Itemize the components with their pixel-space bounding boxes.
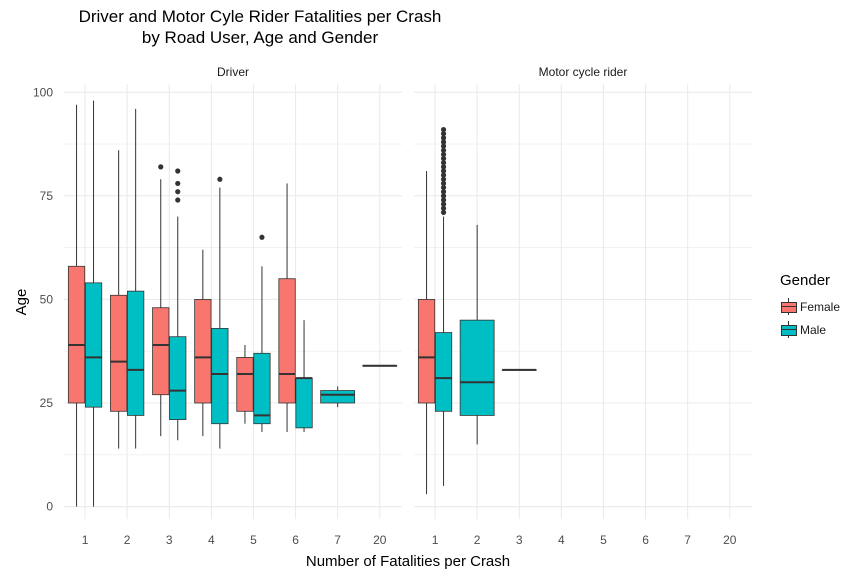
box-driver-5-male <box>253 352 271 425</box>
outlier-point-driver-3-male <box>175 180 181 187</box>
x-tick-label: 6 <box>292 533 299 547</box>
box-driver-1-male <box>84 282 103 408</box>
y-tick-label: 100 <box>33 85 53 99</box>
legend: Gender Female Male <box>780 272 840 341</box>
x-tick-label: 2 <box>124 533 131 547</box>
y-tick-label: 25 <box>40 396 54 410</box>
legend-label-female: Female <box>800 299 841 314</box>
box-motorcycle-2-male <box>459 319 495 416</box>
x-tick-label: 5 <box>600 533 607 547</box>
box-driver-5-female <box>236 357 254 412</box>
box-driver-2-female <box>110 294 128 412</box>
box-driver-2-male <box>127 290 145 416</box>
outlier-point-motorcycle-1-male <box>440 201 447 207</box>
legend-item-female: Female <box>780 295 840 318</box>
legend-key-female <box>780 298 797 315</box>
x-tick-label: 3 <box>166 533 173 547</box>
box-driver-7-male <box>320 390 356 404</box>
x-tick-label: 1 <box>82 533 89 547</box>
outlier-point-motorcycle-1-male <box>440 168 447 174</box>
outlier-point-motorcycle-1-male <box>440 209 447 216</box>
legend-item-male: Male <box>780 318 840 341</box>
outlier-point-motorcycle-1-male <box>440 180 447 187</box>
x-tick-label: 7 <box>684 533 691 547</box>
outlier-point-motorcycle-1-male <box>440 172 447 178</box>
box-driver-3-female <box>152 307 170 396</box>
outlier-point-motorcycle-1-male <box>440 176 447 182</box>
outlier-point-motorcycle-1-male <box>440 147 447 153</box>
outlier-point-motorcycle-1-male <box>440 193 447 199</box>
x-tick-label: 20 <box>373 533 387 547</box>
x-tick-label: 6 <box>642 533 649 547</box>
chart-title-line2: by Road User, Age and Gender <box>141 28 379 47</box>
y-tick-label: 0 <box>46 500 53 514</box>
y-tick-label: 50 <box>40 292 54 306</box>
chart-title-line1: Driver and Motor Cyle Rider Fatalities p… <box>78 7 442 26</box>
x-tick-label: 5 <box>250 533 257 547</box>
outlier-point-motorcycle-1-male <box>440 205 447 211</box>
legend-title: Gender <box>780 272 831 289</box>
outlier-point-motorcycle-1-male <box>440 139 447 145</box>
outlier-point-motorcycle-1-male <box>440 131 447 137</box>
facet-label: Driver <box>217 65 249 79</box>
x-tick-label: 1 <box>432 533 439 547</box>
y-tick-label: 75 <box>40 189 54 203</box>
legend-key-male <box>780 321 797 338</box>
outlier-point-motorcycle-1-male <box>440 126 447 133</box>
x-tick-label: 4 <box>558 533 565 547</box>
box-driver-6-male <box>295 377 313 429</box>
outlier-point-motorcycle-1-male <box>440 143 447 149</box>
outlier-point-driver-3-female <box>158 164 164 170</box>
outlier-point-driver-3-male <box>175 189 181 195</box>
x-tick-label: 2 <box>474 533 481 547</box>
x-tick-label: 4 <box>208 533 215 547</box>
outlier-point-motorcycle-1-male <box>440 164 447 170</box>
outlier-point-motorcycle-1-male <box>440 135 447 141</box>
outlier-point-driver-3-male <box>175 197 181 203</box>
outlier-point-motorcycle-1-male <box>440 189 447 195</box>
x-tick-label: 7 <box>334 533 341 547</box>
outlier-point-motorcycle-1-male <box>440 151 447 158</box>
facet-label: Motor cycle rider <box>539 65 628 79</box>
box-motorcycle-1-male <box>434 332 453 412</box>
x-axis-title: Number of Fatalities per Crash <box>306 553 510 570</box>
outlier-point-driver-3-male <box>175 168 181 174</box>
y-axis-title: Age <box>13 289 30 316</box>
outlier-point-motorcycle-1-male <box>440 160 447 166</box>
outlier-point-motorcycle-1-male <box>440 184 447 191</box>
box-driver-6-female <box>278 278 296 404</box>
outlier-point-motorcycle-1-male <box>440 197 447 203</box>
box-motorcycle-1-female <box>417 299 436 404</box>
box-driver-4-male <box>211 328 229 425</box>
box-driver-4-female <box>194 299 212 404</box>
box-driver-1-female <box>67 265 86 404</box>
outlier-point-motorcycle-1-male <box>440 155 447 162</box>
x-tick-label: 3 <box>516 533 523 547</box>
x-tick-label: 20 <box>723 533 737 547</box>
outlier-point-driver-4-male <box>217 176 223 182</box>
box-driver-3-male <box>169 336 187 420</box>
outlier-point-driver-5-male <box>259 234 265 240</box>
legend-label-male: Male <box>800 322 827 337</box>
